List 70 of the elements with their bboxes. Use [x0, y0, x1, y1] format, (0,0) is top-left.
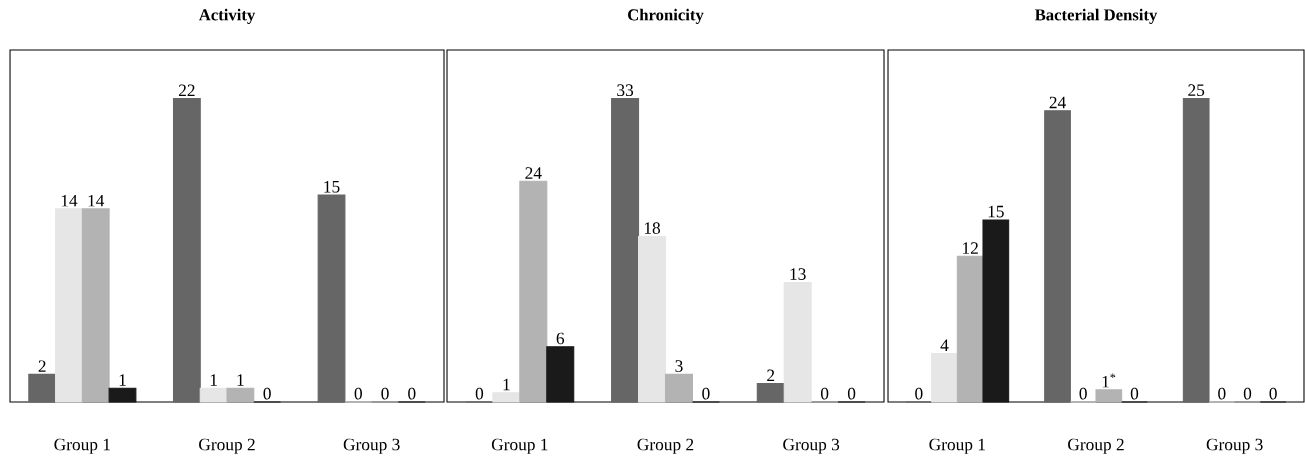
- data-label: 0: [820, 387, 829, 400]
- data-label: 0: [475, 387, 484, 400]
- bar: [55, 208, 83, 403]
- bar: [226, 387, 255, 403]
- bar: [611, 98, 640, 403]
- bar: [1182, 98, 1210, 403]
- data-label: 33: [617, 84, 634, 97]
- bar: [172, 98, 201, 403]
- x-tick-label: Group 2: [637, 438, 694, 454]
- data-label: 25: [1188, 84, 1205, 97]
- data-label: 0: [915, 387, 923, 400]
- bar: [1044, 110, 1071, 403]
- bar: [783, 281, 812, 403]
- data-label: 1$^{*}$: [1102, 373, 1116, 388]
- data-label: 0: [263, 387, 271, 400]
- bar: [664, 373, 693, 403]
- data-label: 0: [1269, 387, 1277, 400]
- data-label: 0: [702, 387, 710, 400]
- data-label: 24: [525, 167, 542, 179]
- bar: [492, 392, 521, 403]
- data-label: 3: [675, 360, 683, 372]
- bar: [1095, 389, 1123, 403]
- data-label: 14: [61, 194, 78, 207]
- data-label: 15: [324, 180, 340, 193]
- chart-title: Chronicity: [628, 8, 704, 24]
- data-label: 0: [847, 387, 856, 400]
- bar: [982, 219, 1010, 403]
- data-label: 0: [408, 387, 416, 400]
- bar: [638, 235, 667, 403]
- data-label: 0: [381, 387, 389, 400]
- data-label: 22: [178, 84, 195, 97]
- data-label: 1: [119, 374, 126, 386]
- data-label: 4: [940, 339, 949, 351]
- chart-title: Activity: [198, 8, 256, 24]
- data-label: 15: [988, 205, 1004, 218]
- x-tick-label: Group 1: [929, 438, 985, 454]
- data-label: 0: [354, 387, 362, 400]
- bar: [931, 352, 958, 403]
- data-label: 2: [38, 360, 46, 372]
- data-label: 2: [767, 369, 775, 382]
- x-tick-label: Group 2: [1068, 438, 1124, 454]
- x-tick-label: Group 3: [1206, 438, 1263, 454]
- chart-title: Bacterial Density: [1034, 8, 1158, 24]
- data-label: 0: [1243, 387, 1252, 400]
- data-label: 0: [1079, 387, 1087, 400]
- data-label: 18: [644, 222, 661, 234]
- data-label: 13: [790, 268, 806, 280]
- data-label: 1: [210, 374, 217, 386]
- x-tick-label: Group 1: [491, 438, 548, 454]
- bar: [28, 373, 57, 403]
- bar: [956, 255, 984, 403]
- x-tick-label: Group 3: [343, 438, 400, 454]
- data-label: 1: [237, 374, 244, 386]
- bar: [317, 194, 346, 403]
- x-tick-label: Group 3: [783, 438, 840, 454]
- bar: [199, 387, 228, 403]
- data-label: 24: [1049, 96, 1066, 109]
- data-label: 1: [503, 378, 510, 391]
- data-label: 14: [88, 194, 105, 207]
- bar: [756, 383, 785, 403]
- bar: [546, 346, 575, 403]
- data-label: 0: [1218, 387, 1226, 400]
- bar: [519, 180, 548, 403]
- x-tick-label: Group 1: [54, 438, 110, 454]
- data-label: 12: [963, 242, 978, 254]
- bar: [81, 208, 110, 403]
- x-tick-label: Group 2: [199, 438, 255, 454]
- data-label: 6: [556, 332, 565, 345]
- bar: [108, 387, 137, 403]
- data-label: 0: [1130, 387, 1139, 400]
